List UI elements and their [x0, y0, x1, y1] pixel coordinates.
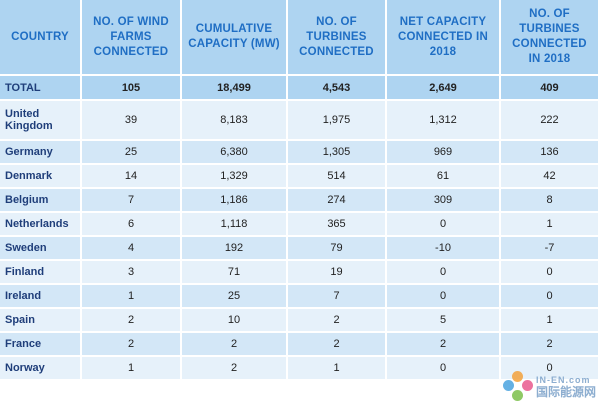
- cell-turbines: 7: [288, 285, 385, 307]
- cell-turbines: 1,975: [288, 101, 385, 139]
- cell-turbines: 1,305: [288, 141, 385, 163]
- cell-wind-farms: 14: [82, 165, 180, 187]
- cell-turbines-2018: 222: [501, 101, 598, 139]
- cell-wind-farms: 3: [82, 261, 180, 283]
- offshore-wind-table: COUNTRY NO. OF WIND FARMS CONNECTED CUMU…: [0, 0, 598, 379]
- table-row: Finland 3 71 19 0 0: [0, 261, 598, 283]
- watermark-name: 国际能源网: [535, 385, 596, 399]
- cell-net-capacity-2018: 0: [387, 285, 499, 307]
- cell-country: Ireland: [0, 285, 80, 307]
- cell-wind-farms: 4: [82, 237, 180, 259]
- cell-net-capacity-2018: 969: [387, 141, 499, 163]
- cell-turbines: 514: [288, 165, 385, 187]
- cell-net-capacity-2018: 309: [387, 189, 499, 211]
- table-row: Sweden 4 192 79 -10 -7: [0, 237, 598, 259]
- cell-country: United Kingdom: [0, 101, 80, 139]
- total-turbines-2018: 409: [501, 76, 598, 99]
- table-header: COUNTRY NO. OF WIND FARMS CONNECTED CUMU…: [0, 0, 598, 74]
- cell-wind-farms: 39: [82, 101, 180, 139]
- table-row: Denmark 14 1,329 514 61 42: [0, 165, 598, 187]
- table-row: Germany 25 6,380 1,305 969 136: [0, 141, 598, 163]
- header-cumulative-capacity: CUMULATIVE CAPACITY (MW): [182, 0, 286, 74]
- table-row: Netherlands 6 1,118 365 0 1: [0, 213, 598, 235]
- cell-cumulative-capacity: 2: [182, 357, 286, 379]
- cell-turbines: 365: [288, 213, 385, 235]
- cell-country: Belgium: [0, 189, 80, 211]
- header-net-capacity-2018: NET CAPACITY CONNECTED IN 2018: [387, 0, 499, 74]
- total-wind-farms: 105: [82, 76, 180, 99]
- cell-turbines-2018: 1: [501, 309, 598, 331]
- cell-cumulative-capacity: 10: [182, 309, 286, 331]
- cell-wind-farms: 7: [82, 189, 180, 211]
- cell-turbines: 79: [288, 237, 385, 259]
- cell-wind-farms: 25: [82, 141, 180, 163]
- cell-country: Germany: [0, 141, 80, 163]
- table-row: Ireland 1 25 7 0 0: [0, 285, 598, 307]
- cell-cumulative-capacity: 8,183: [182, 101, 286, 139]
- cell-wind-farms: 6: [82, 213, 180, 235]
- cell-turbines-2018: 136: [501, 141, 598, 163]
- site-watermark: IN-EN.com 国际能源网: [502, 371, 596, 401]
- table-row: Belgium 7 1,186 274 309 8: [0, 189, 598, 211]
- cell-turbines: 274: [288, 189, 385, 211]
- flower-logo-icon: [502, 371, 533, 401]
- header-turbines: NO. OF TURBINES CONNECTED: [288, 0, 385, 74]
- header-turbines-2018: NO. OF TURBINES CONNECTED IN 2018: [501, 0, 598, 74]
- cell-cumulative-capacity: 2: [182, 333, 286, 355]
- total-net-capacity-2018: 2,649: [387, 76, 499, 99]
- cell-net-capacity-2018: 0: [387, 213, 499, 235]
- cell-turbines-2018: 1: [501, 213, 598, 235]
- cell-country: Finland: [0, 261, 80, 283]
- cell-net-capacity-2018: 0: [387, 261, 499, 283]
- cell-country: Norway: [0, 357, 80, 379]
- header-wind-farms: NO. OF WIND FARMS CONNECTED: [82, 0, 180, 74]
- table-row: France 2 2 2 2 2: [0, 333, 598, 355]
- cell-cumulative-capacity: 1,118: [182, 213, 286, 235]
- cell-cumulative-capacity: 71: [182, 261, 286, 283]
- table-body: TOTAL 105 18,499 4,543 2,649 409 United …: [0, 76, 598, 379]
- cell-net-capacity-2018: 2: [387, 333, 499, 355]
- table-row: Spain 2 10 2 5 1: [0, 309, 598, 331]
- cell-turbines-2018: 0: [501, 285, 598, 307]
- cell-turbines: 1: [288, 357, 385, 379]
- cell-turbines-2018: 0: [501, 357, 598, 379]
- cell-turbines: 2: [288, 309, 385, 331]
- cell-net-capacity-2018: 5: [387, 309, 499, 331]
- cell-wind-farms: 2: [82, 333, 180, 355]
- cell-net-capacity-2018: -10: [387, 237, 499, 259]
- cell-net-capacity-2018: 0: [387, 357, 499, 379]
- header-row: COUNTRY NO. OF WIND FARMS CONNECTED CUMU…: [0, 0, 598, 74]
- watermark-domain: IN-EN.com: [535, 375, 591, 385]
- cell-turbines: 2: [288, 333, 385, 355]
- cell-cumulative-capacity: 6,380: [182, 141, 286, 163]
- cell-country: Denmark: [0, 165, 80, 187]
- cell-net-capacity-2018: 61: [387, 165, 499, 187]
- cell-wind-farms: 1: [82, 357, 180, 379]
- cell-turbines-2018: 42: [501, 165, 598, 187]
- header-country: COUNTRY: [0, 0, 80, 74]
- table-row: Norway 1 2 1 0 0: [0, 357, 598, 379]
- cell-turbines-2018: 2: [501, 333, 598, 355]
- cell-country: Spain: [0, 309, 80, 331]
- cell-country: Sweden: [0, 237, 80, 259]
- cell-turbines-2018: -7: [501, 237, 598, 259]
- cell-net-capacity-2018: 1,312: [387, 101, 499, 139]
- total-row: TOTAL 105 18,499 4,543 2,649 409: [0, 76, 598, 99]
- cell-wind-farms: 2: [82, 309, 180, 331]
- table-row: United Kingdom 39 8,183 1,975 1,312 222: [0, 101, 598, 139]
- cell-turbines-2018: 0: [501, 261, 598, 283]
- cell-cumulative-capacity: 192: [182, 237, 286, 259]
- cell-country: France: [0, 333, 80, 355]
- cell-wind-farms: 1: [82, 285, 180, 307]
- total-label: TOTAL: [0, 76, 80, 99]
- cell-cumulative-capacity: 25: [182, 285, 286, 307]
- cell-turbines: 19: [288, 261, 385, 283]
- total-cumulative-capacity: 18,499: [182, 76, 286, 99]
- cell-cumulative-capacity: 1,186: [182, 189, 286, 211]
- cell-country: Netherlands: [0, 213, 80, 235]
- total-turbines: 4,543: [288, 76, 385, 99]
- cell-turbines-2018: 8: [501, 189, 598, 211]
- cell-cumulative-capacity: 1,329: [182, 165, 286, 187]
